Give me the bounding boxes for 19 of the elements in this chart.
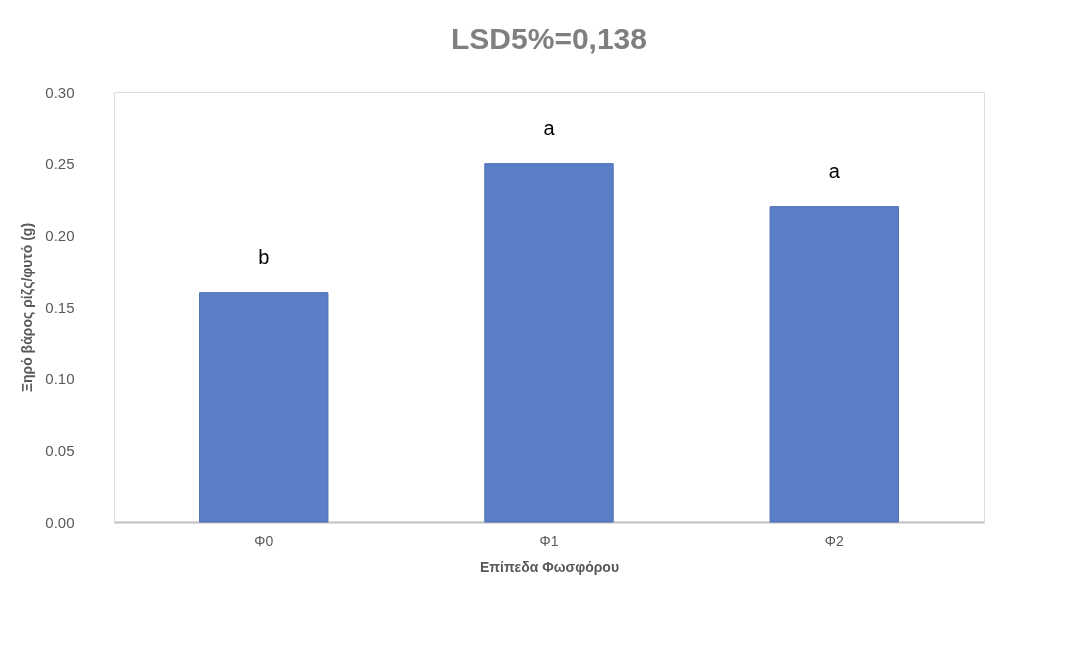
bar: [484, 163, 614, 523]
y-tick-label: 0.15: [45, 298, 75, 316]
bar: [199, 292, 329, 523]
y-tick-label: 0.25: [45, 155, 75, 173]
data-label: a: [828, 159, 841, 182]
y-tick-label: 0.00: [45, 513, 75, 531]
x-tick-label: Φ2: [824, 532, 844, 549]
y-tick-label: 0.05: [45, 441, 75, 459]
x-axis-title: Επίπεδα Φωσφόρου: [479, 558, 620, 575]
data-label: b: [258, 245, 270, 268]
chart-title: LSD5%=0,138: [451, 22, 647, 55]
y-tick-label: 0.20: [45, 226, 75, 244]
y-axis-title: Ξηρό βάρος ρίζς/φυτό (g): [19, 222, 36, 393]
x-tick-label: Φ1: [539, 532, 559, 549]
y-tick-label: 0.30: [45, 83, 75, 101]
data-label: a: [543, 116, 556, 139]
y-tick-label: 0.10: [45, 370, 75, 388]
x-tick-label: Φ0: [254, 532, 274, 549]
bar: [769, 206, 899, 523]
